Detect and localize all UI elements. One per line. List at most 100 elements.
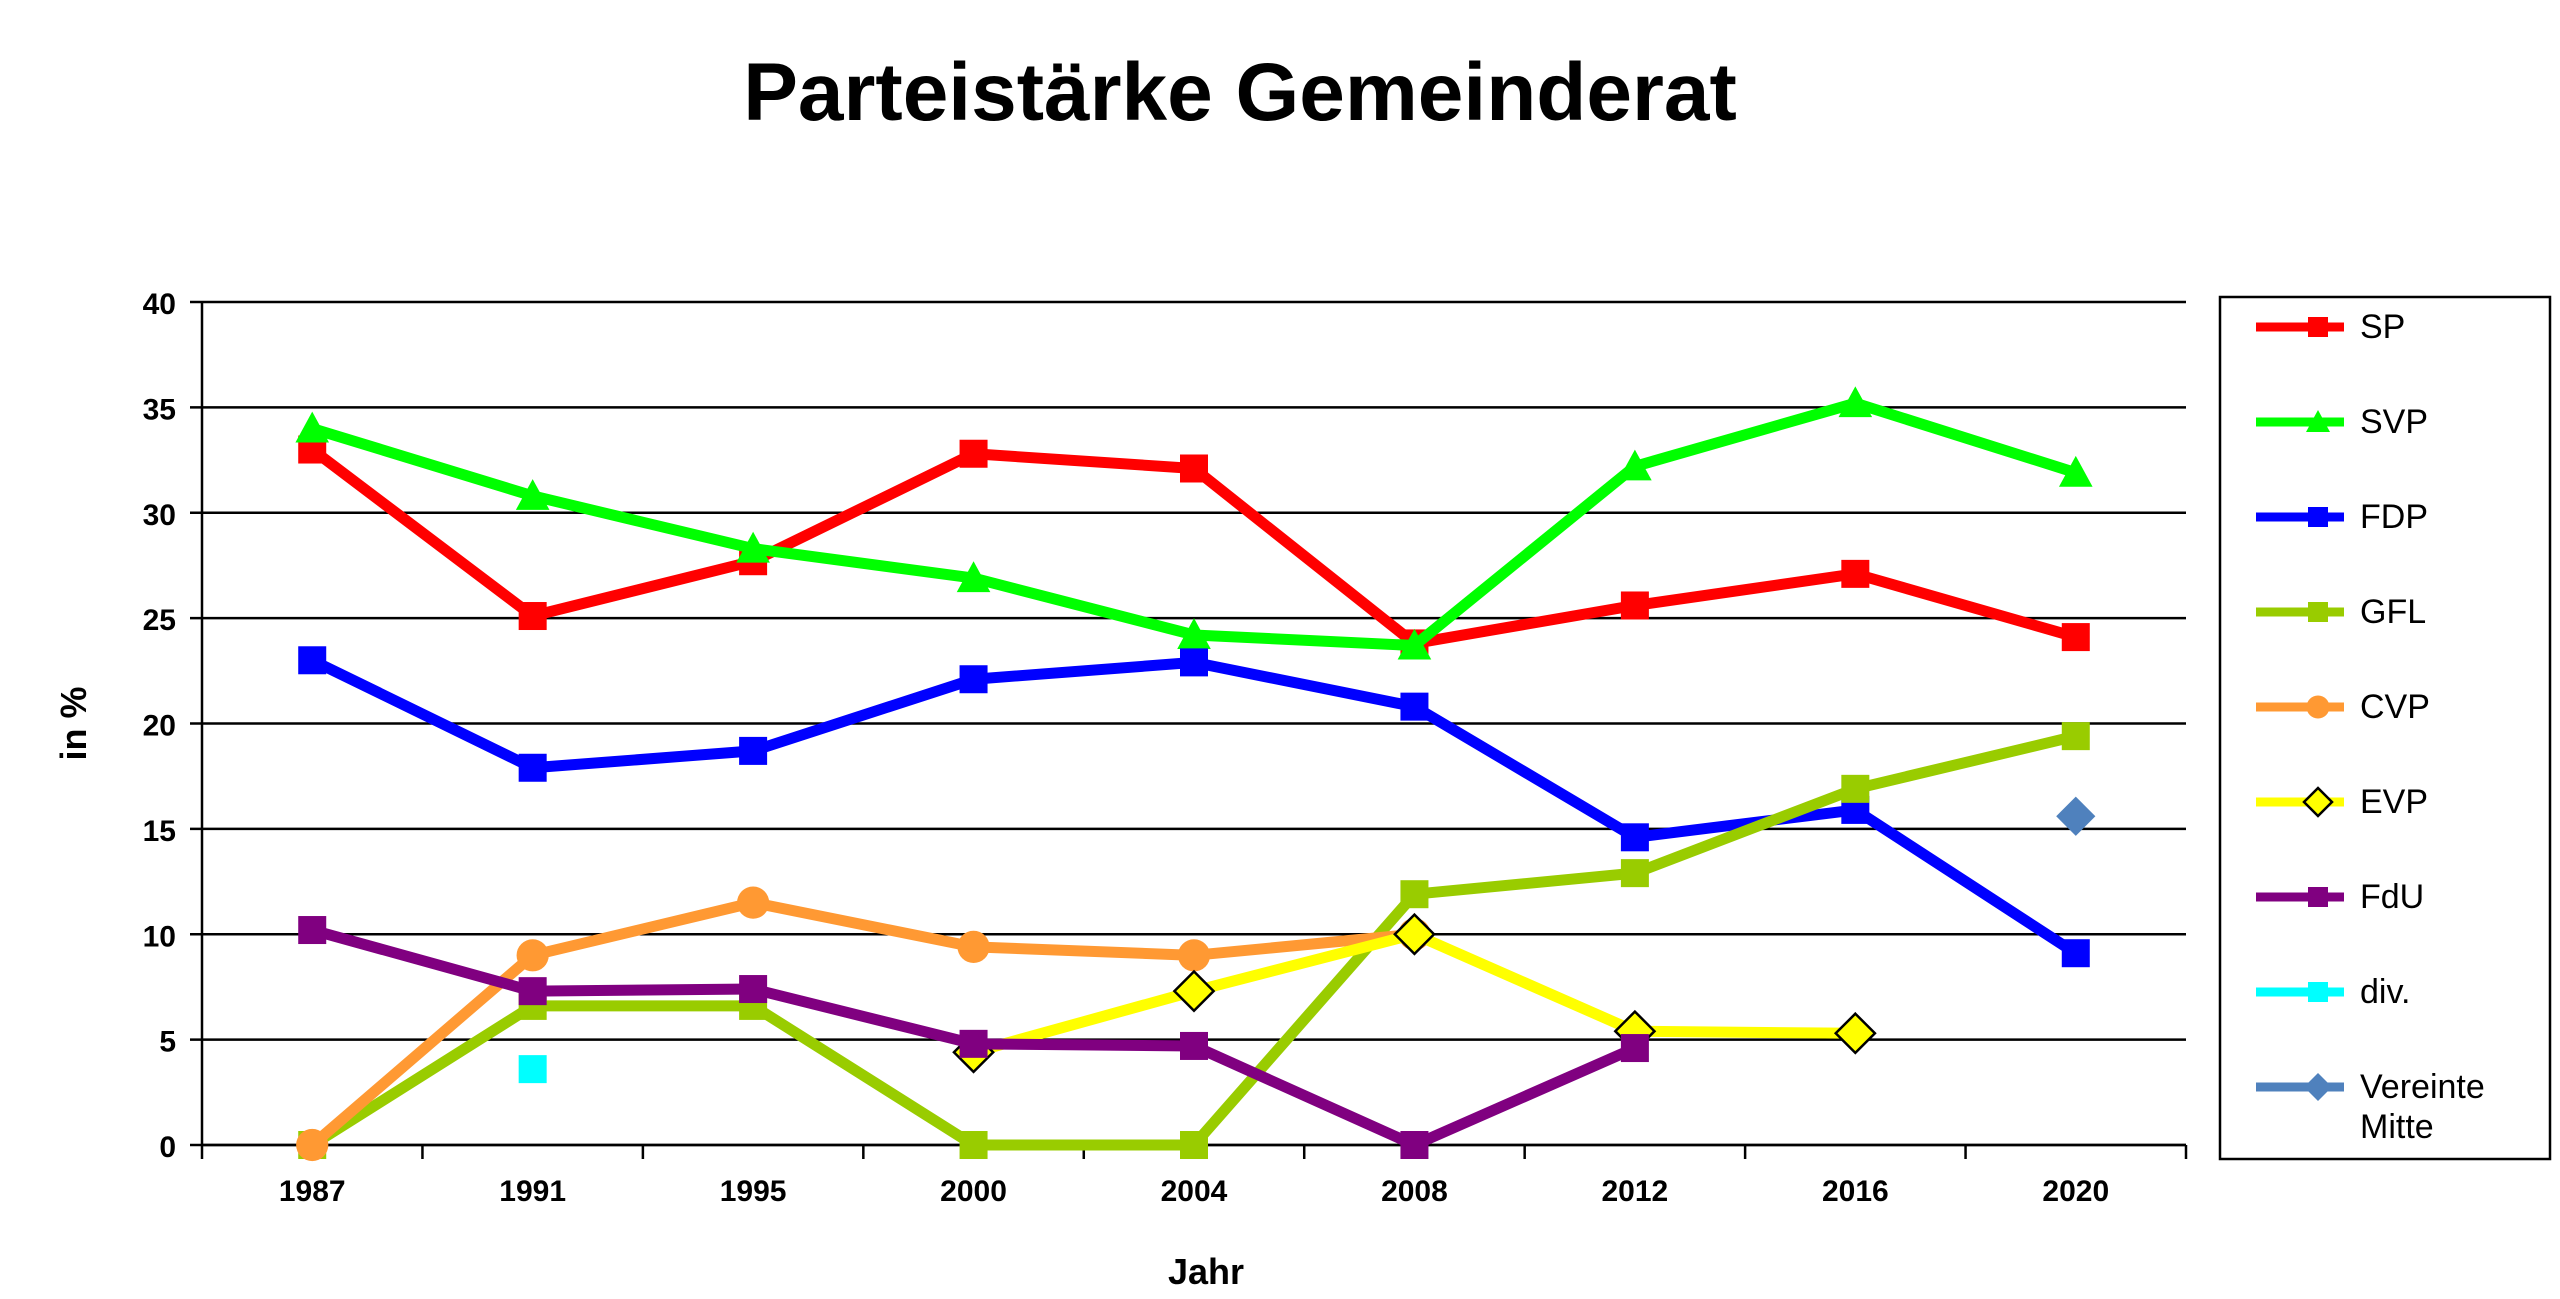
x-tick-label: 2020 [2042,1175,2109,1208]
data-point [518,1055,547,1084]
legend-swatch-marker [2308,317,2328,337]
legend-label: EVP [2360,783,2428,821]
data-point [1180,1031,1208,1060]
legend-label: SP [2360,308,2405,346]
data-point [1620,1034,1649,1063]
legend-label: Vereinte [2360,1068,2485,1106]
data-point [959,1029,988,1058]
data-point [298,916,327,945]
data-point [739,736,768,765]
data-point [1620,591,1649,620]
legend-swatch-marker [2308,602,2328,622]
legend-swatch-marker [2308,507,2328,527]
legend-box [2218,295,2552,1161]
data-point [2061,939,2090,968]
data-point [2058,455,2093,487]
data-point [1618,449,1652,481]
data-point [298,646,327,675]
legend-label: FDP [2360,498,2428,536]
data-point [959,665,988,694]
x-tick-label: 1987 [279,1175,346,1208]
data-point [1397,628,1432,660]
series-vereinte-mitte [2056,796,2096,836]
legend-item: GFL [2256,593,2426,631]
x-axis-title: Jahr [1168,1251,1244,1292]
data-point [737,886,770,919]
legend-swatch-marker [2306,410,2330,432]
y-tick-label: 20 [143,710,176,743]
data-point [518,602,547,631]
data-point [515,479,550,510]
data-point [956,561,991,593]
data-point [1393,912,1436,956]
data-point [1400,692,1429,721]
data-point [1400,880,1429,909]
data-point [295,411,330,443]
legend-label: div. [2360,973,2410,1011]
x-tick-label: 2000 [940,1175,1007,1208]
legend-swatch-marker [2304,1073,2332,1101]
data-point [736,531,770,563]
data-point [518,753,547,782]
series-cvp [296,886,1431,1162]
x-tick-label: 2016 [1822,1175,1889,1208]
legend-item: CVP [2256,688,2430,726]
data-point [518,977,547,1006]
chart-title: Parteistärke Gemeinderat [743,47,1737,138]
x-tick-label: 2012 [1602,1175,1669,1208]
y-tick-label: 35 [143,393,176,426]
plot-area: 0 5 10 15 20 25 30 35 40 1987 1991 1995 2000 2004 2008… [143,288,2188,1208]
legend-label: Mitte [2360,1108,2434,1146]
x-tick-label: 2008 [1381,1175,1448,1208]
data-point [1620,859,1649,888]
data-point [2061,623,2090,652]
data-point [1177,618,1211,649]
data-point [1841,559,1870,588]
series-svp [295,386,2093,660]
data-point [1177,939,1211,972]
legend-swatch-marker [2308,982,2328,1002]
series-line [308,897,1415,1150]
data-point [959,439,988,468]
data-point [1400,1131,1429,1159]
data-point [1620,823,1649,852]
data-point [1172,969,1216,1013]
legend-label: SVP [2360,403,2428,441]
x-tick-label: 1991 [499,1175,566,1208]
legend-item: SVP [2256,403,2428,441]
data-point [959,1131,988,1159]
series-fdu [298,916,1649,1159]
legend-label: GFL [2360,593,2426,631]
y-axis-title: in % [53,686,94,760]
y-tick-label: 5 [159,1026,176,1059]
data-point [516,939,549,972]
y-tick-label: 10 [143,920,176,953]
y-tick-label: 40 [143,288,176,321]
legend-swatch-marker [2308,887,2328,907]
legend-item: EVP [2256,783,2428,821]
data-point [1841,774,1870,803]
x-tick-label: 1995 [720,1175,787,1208]
legend-item: FDP [2256,498,2428,536]
y-tick-label: 0 [159,1131,176,1164]
legend-swatch-marker [2306,695,2330,719]
legend-item: SP [2256,308,2405,346]
data-point [957,930,990,963]
y-tick-label: 25 [143,604,176,637]
data-point [739,975,768,1004]
data-point [1180,1131,1208,1159]
legend-label: CVP [2360,688,2430,726]
legend-swatch-marker [2302,786,2334,818]
x-tick-label: 2004 [1161,1175,1228,1208]
data-point [2061,722,2090,751]
legend-item: FdU [2256,878,2424,916]
y-tick-label: 30 [143,499,176,532]
legend-label: FdU [2360,878,2424,916]
data-point [296,1128,329,1162]
data-point [2056,796,2096,836]
data-point [1838,386,1873,418]
series-div- [518,1055,547,1084]
legend-item: div. [2256,973,2410,1011]
